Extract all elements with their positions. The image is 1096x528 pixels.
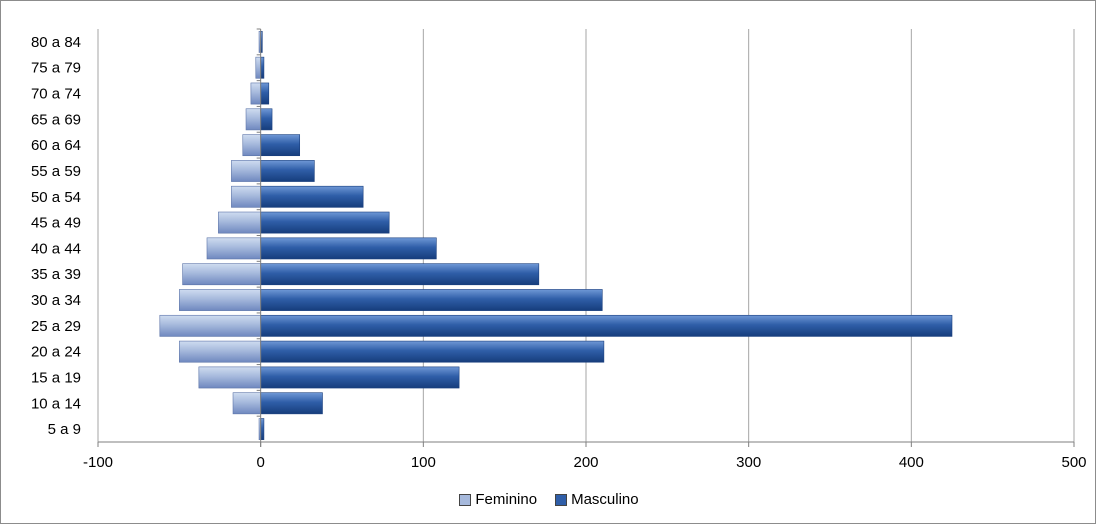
bar-feminino-45-a-49 xyxy=(218,211,261,234)
y-tick-label: 5 a 9 xyxy=(48,421,81,438)
y-tick-label: 50 a 54 xyxy=(31,189,81,206)
legend-swatch-feminino xyxy=(459,493,472,506)
x-tick-label: 400 xyxy=(899,454,924,471)
y-tick-label: 40 a 44 xyxy=(31,240,81,257)
bar-masculino-40-a-44 xyxy=(260,237,437,260)
bar-feminino-50-a-54 xyxy=(231,185,261,208)
y-tick-label: 35 a 39 xyxy=(31,266,81,283)
y-tick-label: 20 a 24 xyxy=(31,344,81,361)
y-tick-label: 70 a 74 xyxy=(31,86,81,103)
y-tick-label: 75 a 79 xyxy=(31,60,81,77)
bar-feminino-35-a-39 xyxy=(182,263,261,286)
bar-feminino-10-a-14 xyxy=(232,392,261,415)
y-tick-label: 30 a 34 xyxy=(31,292,81,309)
bar-masculino-70-a-74 xyxy=(260,82,270,105)
bar-masculino-50-a-54 xyxy=(260,185,364,208)
bar-masculino-35-a-39 xyxy=(260,263,540,286)
x-tick-label: 0 xyxy=(256,454,264,471)
y-tick-label: 45 a 49 xyxy=(31,215,81,232)
y-tick-label: 65 a 69 xyxy=(31,111,81,128)
bar-masculino-65-a-69 xyxy=(260,108,273,131)
y-tick-label: 15 a 19 xyxy=(31,369,81,386)
bar-feminino-40-a-44 xyxy=(206,237,261,260)
bar-feminino-55-a-59 xyxy=(231,160,261,182)
y-tick-label: 80 a 84 xyxy=(31,34,81,51)
bar-feminino-15-a-19 xyxy=(198,366,261,389)
legend-item-feminino: Feminino xyxy=(459,491,537,508)
x-tick-label: 300 xyxy=(736,454,761,471)
legend-item-masculino: Masculino xyxy=(555,491,639,508)
bar-feminino-60-a-64 xyxy=(242,134,261,157)
legend-swatch-masculino xyxy=(555,493,568,506)
legend-label-feminino: Feminino xyxy=(475,491,538,508)
bar-feminino-70-a-74 xyxy=(250,82,261,105)
bar-masculino-25-a-29 xyxy=(260,314,953,337)
y-tick-label: 10 a 14 xyxy=(31,395,81,412)
bar-masculino-55-a-59 xyxy=(260,160,315,182)
bar-feminino-65-a-69 xyxy=(245,108,261,131)
bar-masculino-30-a-34 xyxy=(260,289,603,311)
y-tick-label: 25 a 29 xyxy=(31,318,81,335)
bar-masculino-45-a-49 xyxy=(260,211,390,234)
bar-masculino-15-a-19 xyxy=(260,366,460,389)
y-tick-label: 55 a 59 xyxy=(31,163,81,180)
y-tick-label: 60 a 64 xyxy=(31,137,81,154)
bar-masculino-20-a-24 xyxy=(260,340,605,363)
bar-feminino-25-a-29 xyxy=(159,314,261,337)
bar-masculino-10-a-14 xyxy=(260,392,323,415)
x-tick-label: 100 xyxy=(411,454,436,471)
bar-masculino-60-a-64 xyxy=(260,134,301,157)
bar-feminino-20-a-24 xyxy=(179,340,261,363)
bar-feminino-75-a-79 xyxy=(255,56,261,79)
legend: Feminino Masculino xyxy=(1,491,1096,508)
x-tick-label: 500 xyxy=(1061,454,1086,471)
x-tick-label: 200 xyxy=(573,454,598,471)
legend-label-masculino: Masculino xyxy=(571,491,639,508)
x-tick-label: -100 xyxy=(83,454,113,471)
bar-feminino-30-a-34 xyxy=(179,289,261,311)
